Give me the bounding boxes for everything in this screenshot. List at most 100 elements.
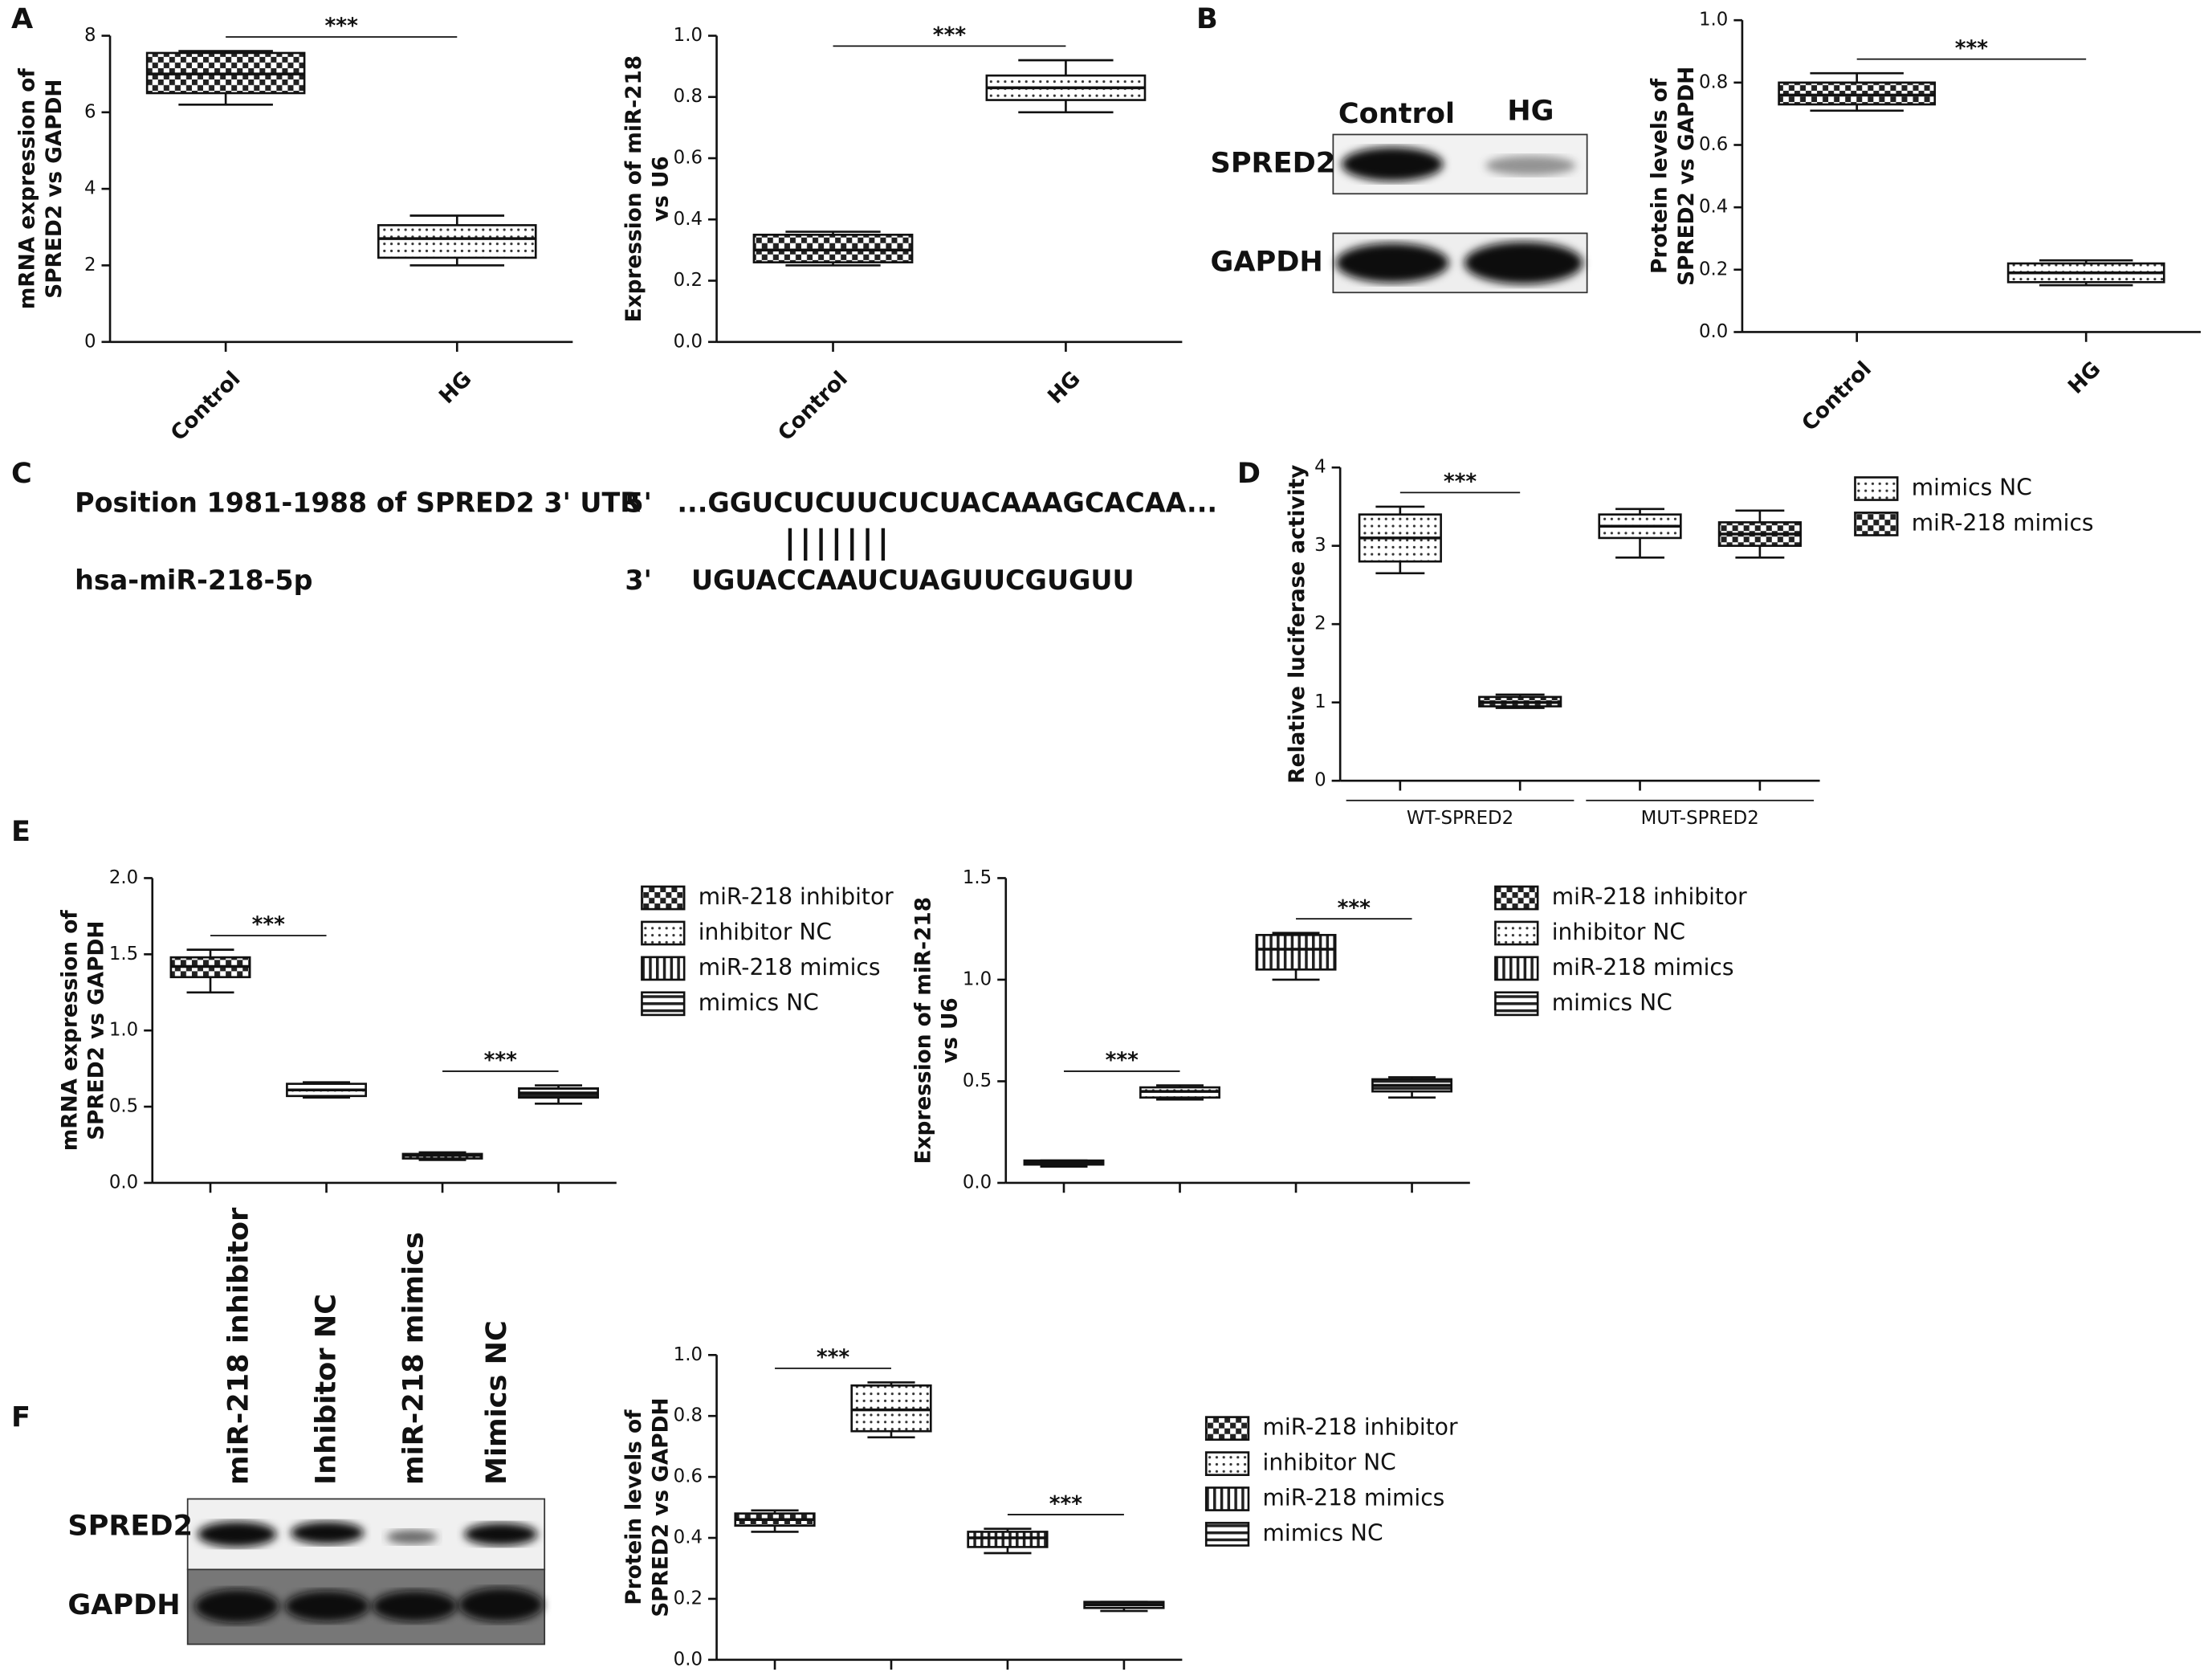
blot-row: SPRED2	[67, 1510, 193, 1543]
panel-label: C	[11, 457, 32, 490]
significance: ***	[1338, 896, 1371, 920]
y-tick-label: 1.0	[1699, 10, 1728, 31]
y-tick-label: 0.8	[1699, 71, 1728, 92]
y-tick-label: 6	[84, 101, 96, 122]
y-tick-label: 1.5	[963, 867, 992, 888]
strand-end: 5'	[625, 487, 651, 518]
blot-row: SPRED2	[1211, 146, 1336, 179]
legend-label: mimics NC	[1912, 475, 2032, 501]
y-tick-label: 0.0	[674, 1649, 703, 1670]
y-tick-label: 1	[1314, 691, 1326, 712]
y-tick-label: 0.4	[1699, 197, 1728, 218]
significance: ***	[1955, 37, 1989, 61]
blot-column: miR-218 mimics	[397, 1232, 430, 1485]
y-axis-label: Relative luciferase activity	[1285, 465, 1310, 784]
blot-band	[464, 1523, 538, 1546]
y-tick-label: 0.2	[1699, 259, 1728, 279]
x-tick-label: HG	[1044, 367, 1086, 409]
significance: ***	[484, 1049, 518, 1073]
y-axis-label: mRNA expression of	[58, 910, 82, 1151]
box	[1778, 81, 1937, 106]
legend-label: mimics NC	[1263, 1519, 1383, 1546]
significance: ***	[252, 913, 286, 937]
y-tick-label: 0.6	[1699, 134, 1728, 155]
y-tick-label: 0.0	[1699, 321, 1728, 342]
y-axis-label: SPRED2 vs GAPDH	[1675, 67, 1699, 286]
y-tick-label: 2	[1314, 614, 1326, 634]
significance: ***	[1106, 1049, 1139, 1073]
significance: ***	[1444, 471, 1477, 495]
y-axis-label: Protein levels of	[1648, 78, 1672, 274]
y-tick-label: 0.4	[674, 1527, 703, 1548]
legend-label: miR-218 mimics	[1552, 954, 1734, 981]
y-tick-label: 0.2	[674, 1588, 703, 1609]
y-tick-label: 8	[84, 25, 96, 46]
y-tick-label: 0.2	[674, 270, 703, 291]
legend-swatch	[1204, 1486, 1250, 1511]
y-tick-label: 4	[1314, 457, 1326, 478]
y-tick-label: 4	[84, 178, 96, 199]
y-axis-label: Expression of miR-218	[911, 897, 935, 1164]
legend-swatch	[1494, 956, 1539, 981]
y-axis-label: mRNA expression of	[16, 68, 40, 309]
y-tick-label: 0.6	[674, 1466, 703, 1487]
legend-swatch	[1494, 885, 1539, 911]
legend-label: inhibitor NC	[699, 919, 832, 945]
blot-column: HG	[1507, 94, 1554, 127]
blot-column: Inhibitor NC	[310, 1294, 343, 1485]
strand-end: 3'	[625, 565, 651, 596]
significance: ***	[1049, 1492, 1083, 1516]
significance: ***	[325, 14, 359, 39]
y-tick-label: 0.8	[674, 86, 703, 107]
y-tick-label: 1.0	[674, 25, 703, 46]
blot-band	[284, 1590, 370, 1622]
panel-label: A	[11, 2, 34, 35]
blot-band	[197, 1521, 277, 1547]
legend-swatch	[1204, 1522, 1250, 1547]
box	[1255, 933, 1337, 971]
legend-label: mimics NC	[1552, 989, 1672, 1016]
y-tick-label: 0.5	[963, 1070, 992, 1091]
y-axis-label: Protein levels of	[622, 1409, 646, 1605]
blot-column: miR-218 inhibitor	[222, 1207, 255, 1485]
y-tick-label: 0.0	[109, 1172, 138, 1193]
y-tick-label: 1.5	[109, 944, 138, 964]
box	[967, 1531, 1049, 1548]
y-tick-label: 0.0	[963, 1172, 992, 1193]
y-tick-label: 0	[84, 331, 96, 352]
legend-label: miR-218 mimics	[1263, 1485, 1445, 1511]
x-tick-label: Control	[774, 367, 853, 446]
base-pairing	[788, 528, 886, 561]
x-group-label: WT-SPRED2	[1407, 808, 1513, 829]
y-tick-label: 0.4	[674, 209, 703, 230]
blot-band	[458, 1588, 544, 1622]
y-axis-label: SPRED2 vs GAPDH	[85, 921, 109, 1140]
blot-column: Control	[1338, 97, 1455, 130]
legend-swatch	[1204, 1451, 1250, 1476]
x-tick-label: Control	[1798, 357, 1876, 436]
blot-row: GAPDH	[67, 1588, 180, 1621]
blot-row: GAPDH	[1211, 245, 1323, 278]
y-tick-label: 0.5	[109, 1096, 138, 1117]
legend-label: miR-218 inhibitor	[1263, 1414, 1458, 1441]
y-axis-label: vs U6	[939, 997, 963, 1063]
y-tick-label: 2	[84, 255, 96, 275]
legend-label: miR-218 inhibitor	[699, 883, 894, 910]
significance: ***	[933, 24, 967, 48]
significance: ***	[817, 1346, 850, 1370]
legend-label: miR-218 mimics	[1912, 509, 2094, 536]
y-axis-label: Expression of miR-218	[622, 55, 646, 323]
y-tick-label: 0.6	[674, 148, 703, 169]
x-group-label: MUT-SPRED2	[1641, 808, 1759, 829]
legend-swatch	[641, 885, 686, 911]
legend-label: miR-218 mimics	[699, 954, 881, 981]
y-tick-label: 3	[1314, 535, 1326, 556]
y-tick-label: 1.0	[109, 1020, 138, 1041]
y-tick-label: 2.0	[109, 867, 138, 888]
x-tick-label: HG	[2063, 357, 2105, 399]
legend-swatch	[1854, 512, 1899, 536]
y-tick-label: 0.0	[674, 331, 703, 352]
legend-label: inhibitor NC	[1552, 919, 1685, 945]
